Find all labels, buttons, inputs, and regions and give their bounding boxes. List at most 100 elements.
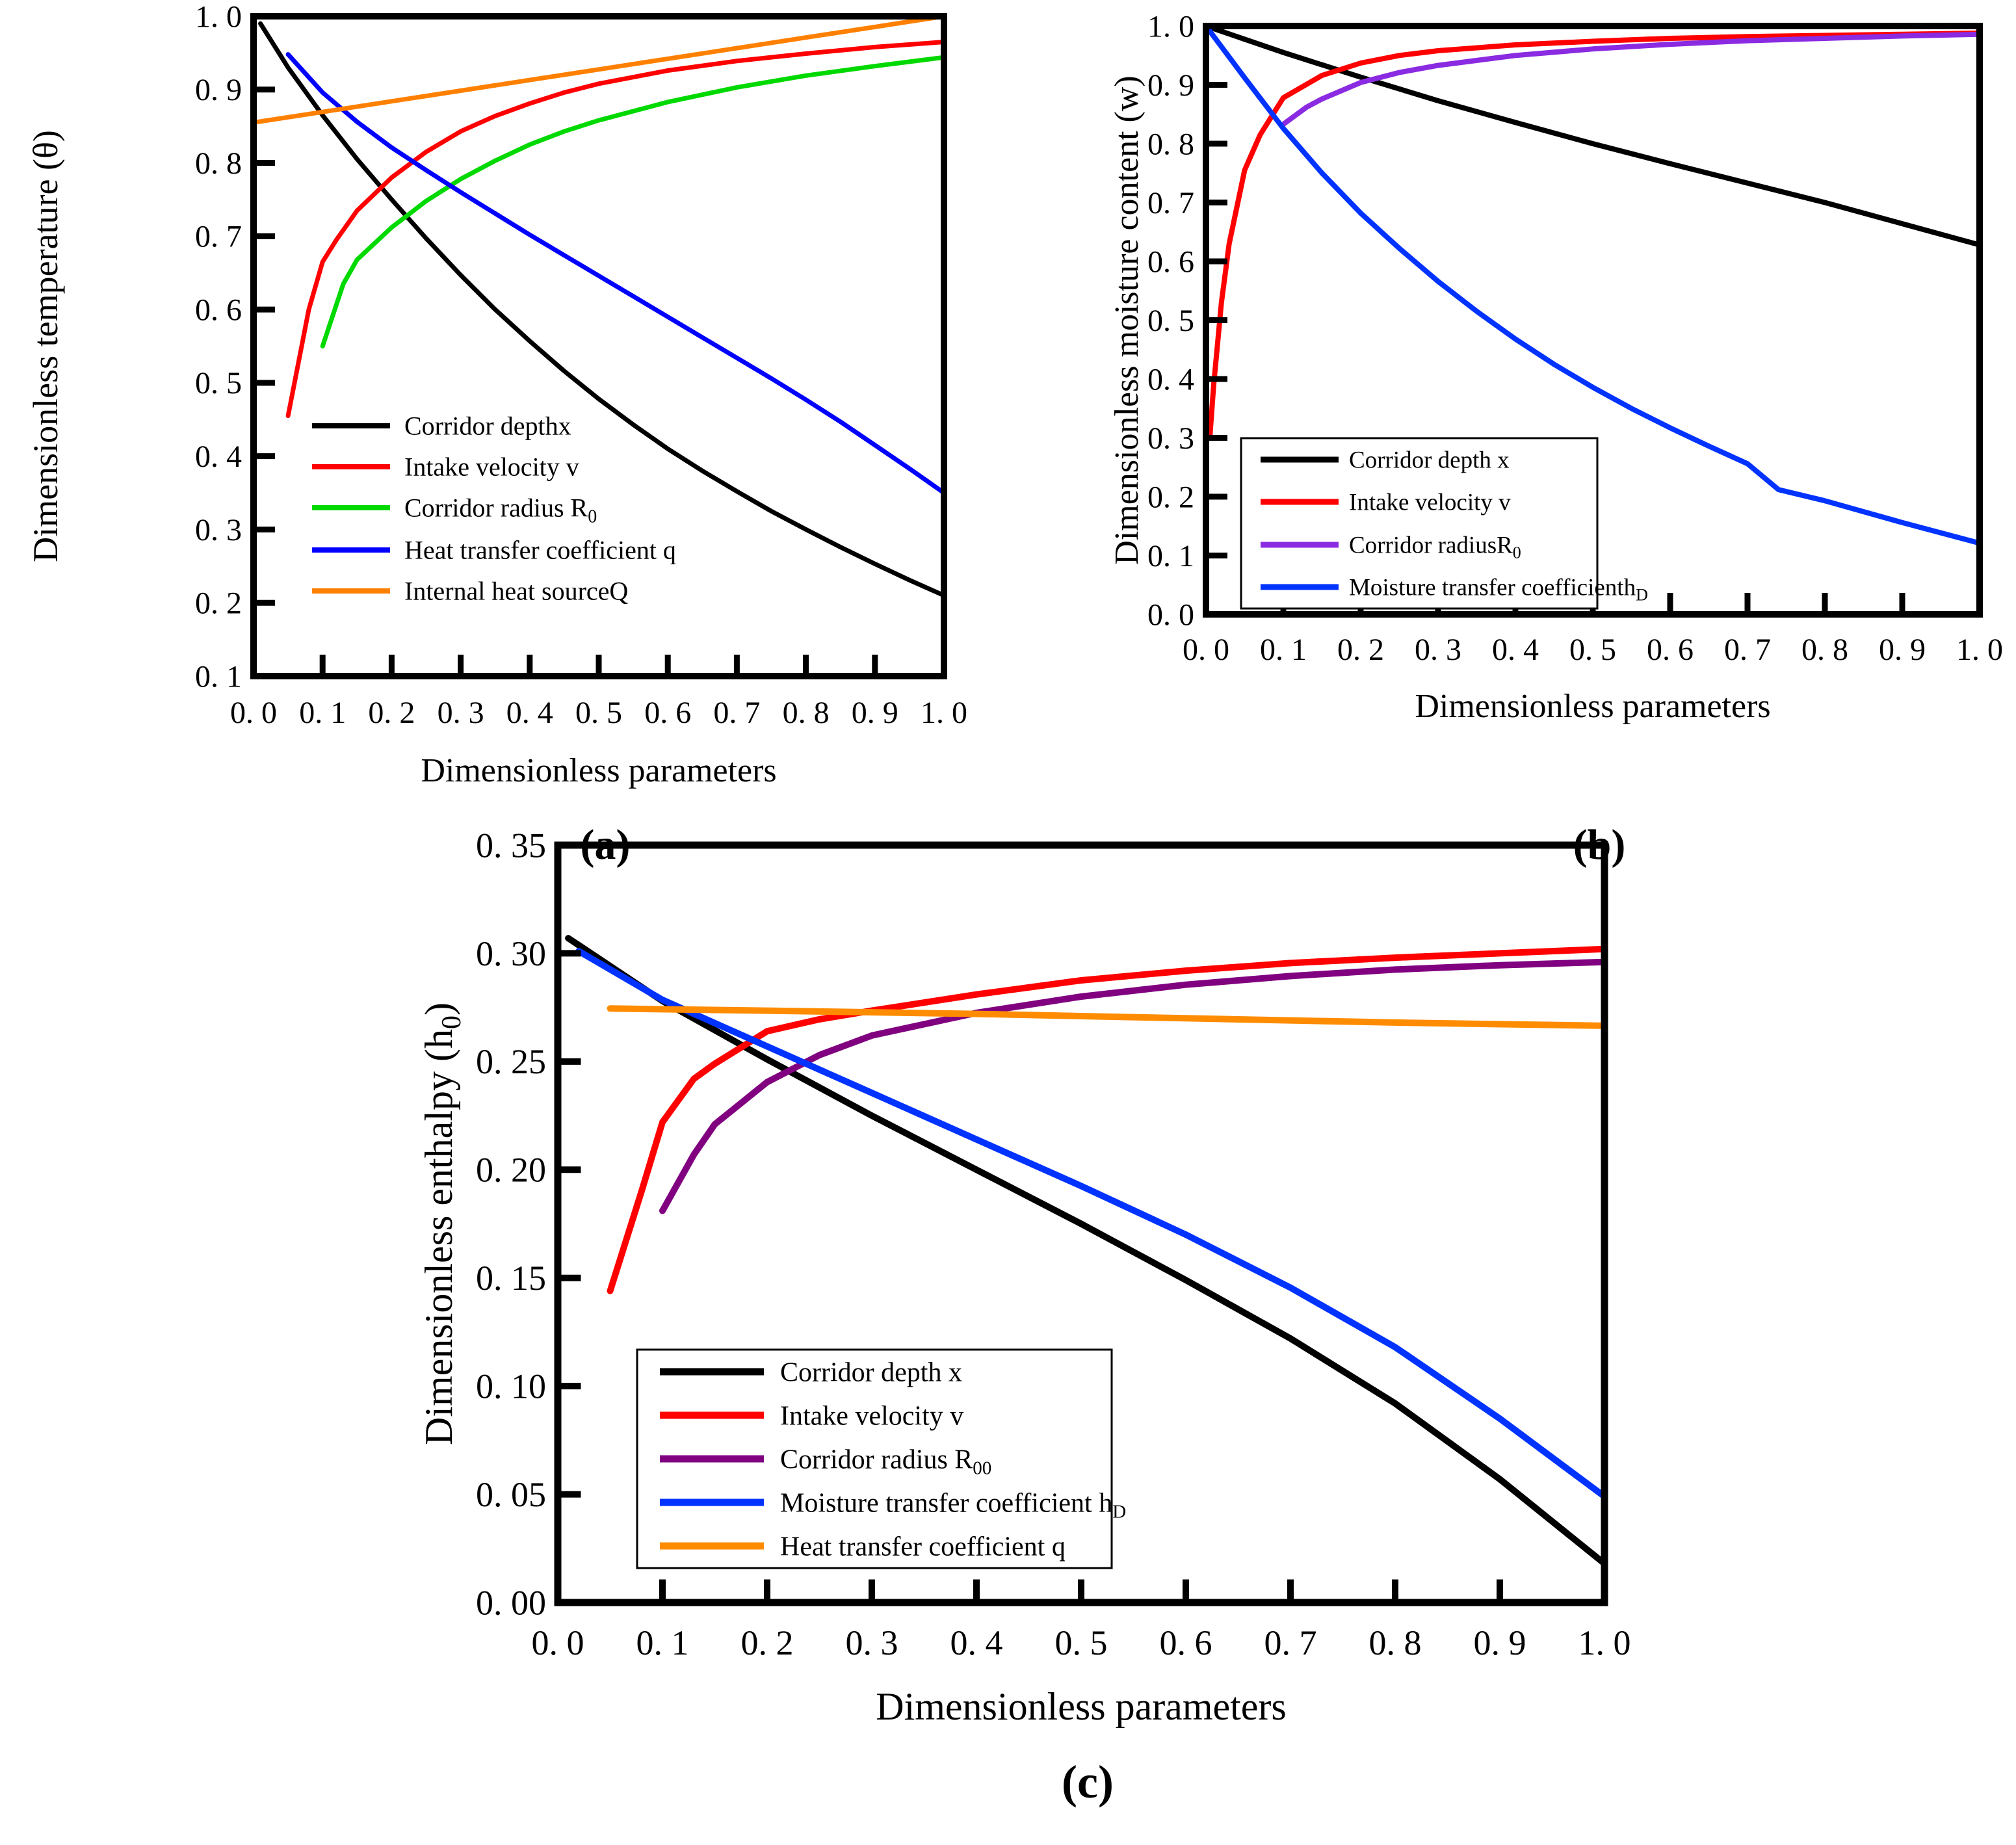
chart-a-x-tick-label: 0. 1 [299, 696, 346, 730]
chart-c-legend-label-0: Corridor depth x [780, 1357, 962, 1387]
chart-b-x-tick-label: 0. 0 [1183, 633, 1229, 667]
chart-a-x-tick-label: 0. 0 [230, 696, 277, 730]
chart-a-y-tick-label: 0. 4 [195, 439, 242, 474]
chart-a-y-tick-label: 0. 8 [195, 146, 242, 181]
chart-b-legend-label-3: Moisture transfer coefficienthD [1349, 575, 1648, 605]
chart-a-x-axis-title: Dimensionless parameters [421, 752, 776, 789]
chart-b-x-tick-label: 0. 7 [1724, 633, 1771, 667]
chart-b-series-group [1203, 23, 1982, 546]
chart-a-x-tick-label: 1. 0 [921, 696, 967, 730]
chart-c-y-tick-label: 0. 05 [476, 1475, 546, 1514]
chart-c-series-3-line [575, 948, 1608, 1500]
chart-a-y-tick-label: 0. 6 [195, 293, 242, 327]
chart-a-y-tick-label: 0. 2 [195, 586, 242, 621]
chart-c-y-tick-label: 0. 25 [476, 1042, 546, 1081]
chart-b-y-axis-title: Dimensionless moisture content (w) [1108, 75, 1145, 564]
chart-a-y-tick-label: 0. 1 [195, 659, 242, 694]
chart-a-series-0-line [258, 21, 947, 598]
chart-b-y-tick-label: 0. 0 [1147, 597, 1194, 632]
chart-b-x-tick-label: 0. 2 [1337, 633, 1384, 667]
chart-b-series-3-line [1203, 23, 1982, 546]
chart-c-x-tick-label: 0. 0 [532, 1623, 584, 1662]
chart-c-plot-frame [554, 841, 1608, 1606]
chart-c-legend-label-2: Corridor radius R00 [780, 1445, 991, 1478]
chart-c-x-tick-label: 0. 8 [1369, 1623, 1422, 1662]
chart-c-y-axis: 0. 00 0. 05 0. 10 0. 15 0. 20 0. 25 0. 30 0. 35 [476, 826, 581, 1622]
chart-c: 0. 0 0. 1 0. 2 0. 3 0. 4 0. 5 0. 6 0. 7 0. 8 0. 9… [417, 826, 1631, 1728]
caption-b: (b) [1573, 821, 1626, 869]
chart-c-x-axis-title: Dimensionless parameters [876, 1685, 1287, 1728]
chart-a-x-tick-label: 0. 9 [852, 696, 898, 730]
chart-b: 0. 0 0. 1 0. 2 0. 3 0. 4 0. 5 0. 6 0. 7 0. 8 0. 9… [1108, 9, 2003, 725]
chart-c-y-tick-label: 0. 15 [476, 1259, 546, 1298]
chart-a-series-4-line [251, 14, 947, 125]
chart-b-y-tick-label: 0. 4 [1147, 362, 1194, 397]
chart-b-x-tick-label: 0. 6 [1647, 633, 1694, 667]
chart-a-y-tick-label: 0. 3 [195, 513, 242, 547]
chart-b-legend-label-1: Intake velocity v [1349, 490, 1511, 516]
chart-a-legend-label-0: Corridor depthx [404, 412, 571, 441]
chart-a-legend-label-2: Corridor radius R0 [404, 493, 597, 527]
chart-b-legend-box [1240, 437, 1599, 610]
chart-b-y-tick-label: 0. 6 [1147, 244, 1194, 279]
chart-c-y-axis-title: Dimensionless enthalpy (h0) [417, 1002, 467, 1445]
chart-a-legend-label-4: Internal heat sourceQ [404, 577, 628, 606]
chart-a-y-axis-title: Dimensionless temperature (θ) [26, 130, 65, 562]
chart-b-x-tick-label: 1. 0 [1956, 633, 2003, 667]
chart-c-series-2-line [659, 958, 1608, 1214]
chart-c-y-tick-label: 0. 30 [476, 934, 546, 973]
caption-a: (a) [580, 821, 631, 869]
chart-b-x-tick-label: 0. 4 [1492, 633, 1539, 667]
chart-b-y-tick-label: 0. 2 [1147, 480, 1194, 514]
chart-a-series-group [251, 14, 947, 598]
chart-b-series-2-line [1281, 31, 1982, 127]
chart-a-x-tick-label: 0. 4 [506, 696, 553, 730]
chart-a-y-tick-label: 0. 5 [195, 366, 242, 400]
chart-b-y-tick-label: 0. 1 [1147, 539, 1194, 573]
chart-b-x-axis: 0. 0 0. 1 0. 2 0. 3 0. 4 0. 5 0. 6 0. 7 0. 8 0. 9… [1183, 593, 2003, 667]
chart-a-x-tick-label: 0. 7 [713, 696, 760, 730]
chart-c-legend: Corridor depth x Intake velocity v Corrido… [636, 1348, 1126, 1569]
chart-c-legend-label-3: Moisture transfer coefficient hD [780, 1488, 1126, 1522]
chart-b-x-axis-title: Dimensionless parameters [1415, 688, 1770, 725]
chart-b-x-tick-label: 0. 5 [1569, 633, 1616, 667]
chart-b-x-tick-label: 0. 1 [1260, 633, 1307, 667]
chart-b-y-tick-label: 1. 0 [1147, 9, 1194, 44]
chart-b-x-tick-label: 0. 9 [1879, 633, 1926, 667]
chart-c-series-group [565, 935, 1608, 1567]
chart-a-x-axis: 0. 0 0. 1 0. 2 0. 3 0. 4 0. 5 0. 6 0. 7 0. 8 0. 9… [230, 655, 967, 730]
chart-c-x-tick-label: 1. 0 [1578, 1623, 1631, 1662]
caption-c: (c) [1062, 1756, 1114, 1808]
chart-a-x-tick-label: 0. 6 [644, 696, 691, 730]
chart-a-series-3-line [285, 52, 947, 495]
chart-a-x-tick-label: 0. 3 [438, 696, 484, 730]
chart-c-x-tick-label: 0. 4 [950, 1623, 1003, 1662]
chart-a-y-tick-label: 0. 9 [195, 73, 242, 107]
chart-b-y-tick-label: 0. 3 [1147, 421, 1194, 456]
chart-c-x-tick-label: 0. 3 [846, 1623, 898, 1662]
chart-c-x-tick-label: 0. 1 [636, 1623, 689, 1662]
chart-b-legend-label-0: Corridor depth x [1349, 447, 1510, 474]
chart-b-x-tick-label: 0. 8 [1801, 633, 1848, 667]
chart-c-y-tick-label: 0. 10 [476, 1367, 546, 1406]
chart-a-y-tick-label: 1. 0 [195, 0, 242, 34]
chart-c-x-tick-label: 0. 2 [741, 1623, 794, 1662]
chart-c-legend-label-1: Intake velocity v [780, 1401, 963, 1431]
chart-c-x-tick-label: 0. 5 [1055, 1623, 1108, 1662]
chart-c-x-axis: 0. 0 0. 1 0. 2 0. 3 0. 4 0. 5 0. 6 0. 7 0. 8 0. 9… [532, 1579, 1631, 1662]
chart-c-series-4-line [607, 1005, 1608, 1029]
chart-b-legend-label-2: Corridor radiusR0 [1349, 532, 1521, 562]
chart-c-series-0-line [565, 935, 1608, 1567]
chart-c-x-tick-label: 0. 9 [1474, 1623, 1526, 1662]
chart-c-y-tick-label: 0. 35 [476, 826, 546, 865]
chart-a-series-1-line [285, 40, 947, 419]
chart-a-series-2-line [320, 55, 947, 348]
chart-b-legend: Corridor depth x Intake velocity v Corrido… [1240, 437, 1648, 610]
chart-b-y-axis: 0. 0 0. 1 0. 2 0. 3 0. 4 0. 5 0. 6 0. 7 0. 8 0. 9… [1147, 9, 1227, 632]
chart-b-y-tick-label: 0. 5 [1147, 304, 1194, 338]
chart-a-legend: Corridor depthx Intake velocity v Corridor… [312, 412, 676, 606]
chart-c-y-tick-label: 0. 20 [476, 1151, 546, 1190]
chart-c-x-tick-label: 0. 6 [1160, 1623, 1212, 1662]
chart-a-y-tick-label: 0. 7 [195, 220, 242, 254]
